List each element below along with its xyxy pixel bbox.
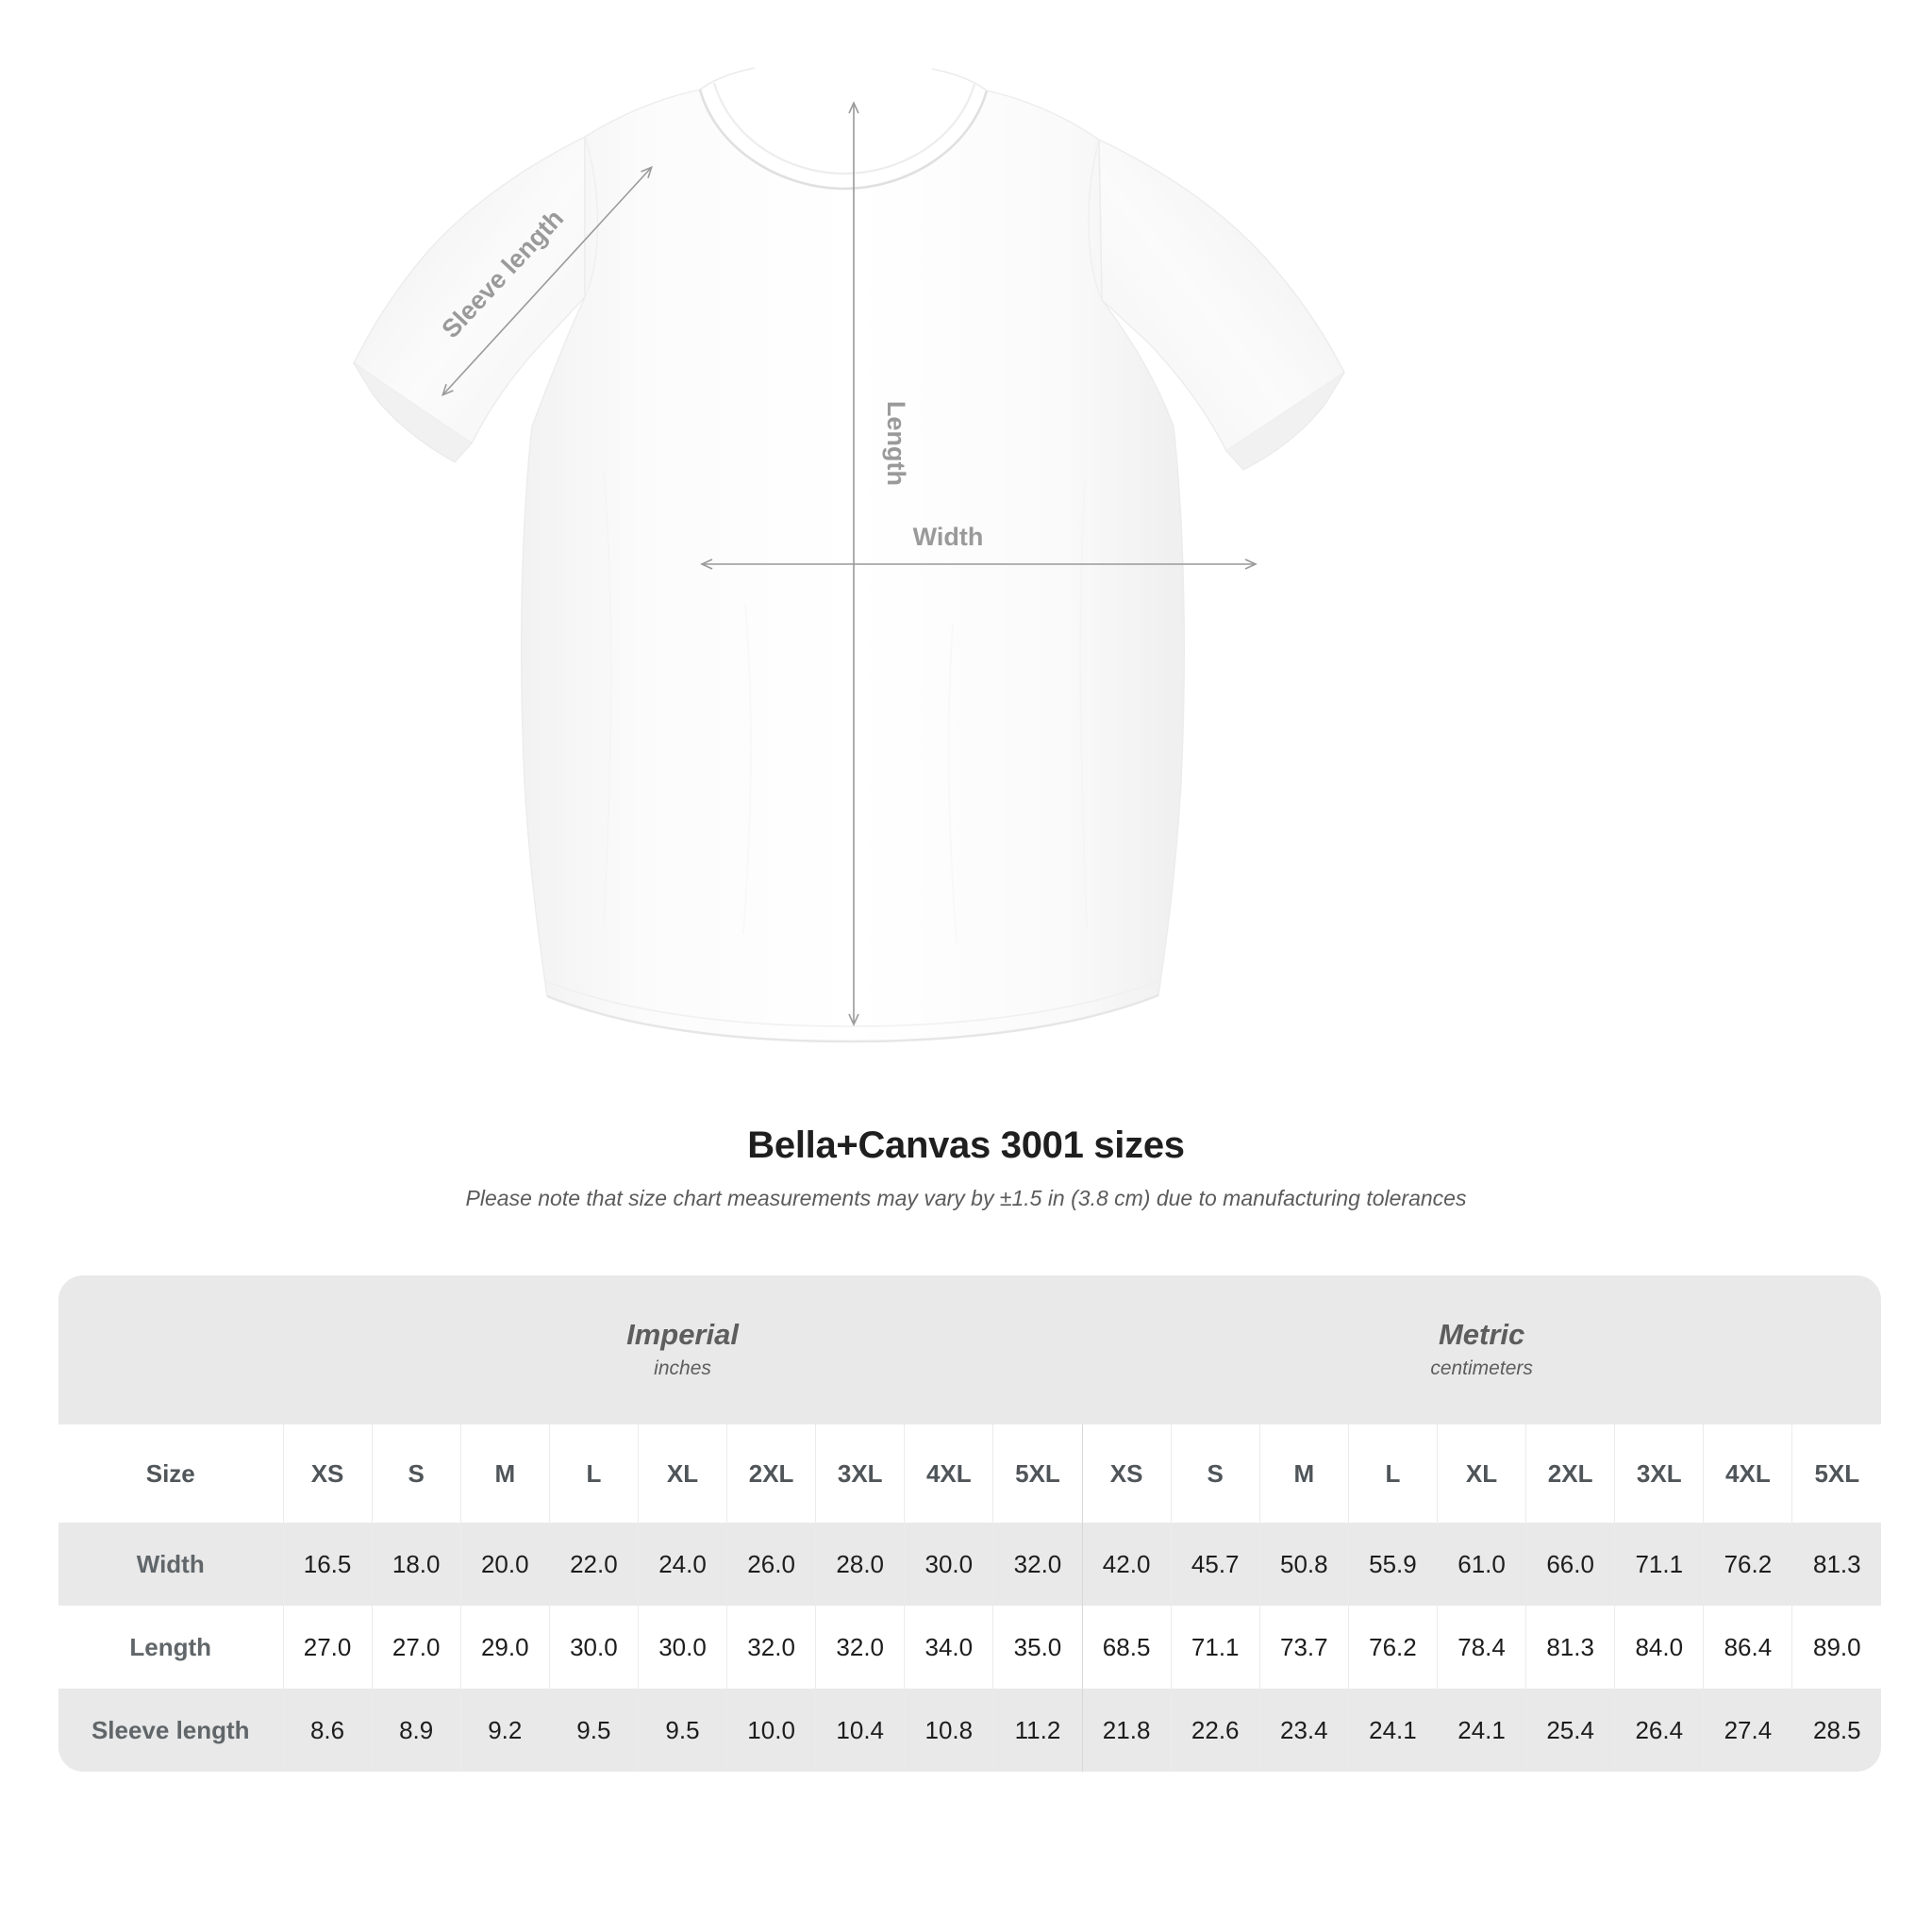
unit-subtitle: inches (654, 1357, 711, 1379)
size-header-metric-5xl: 5XL (1791, 1424, 1882, 1523)
cell-sleeve-length-imperial-2xl: 10.0 (726, 1689, 816, 1772)
size-chart-table: Imperial inches Metric centimeters Size XS S M L… (58, 1275, 1882, 1772)
cell-sleeve-length-metric-s: 22.6 (1170, 1689, 1260, 1772)
cell-length-imperial-5xl: 35.0 (992, 1606, 1083, 1689)
size-header-imperial-4xl: 4XL (904, 1424, 993, 1523)
cell-width-imperial-xs: 16.5 (282, 1523, 373, 1606)
cell-length-imperial-s: 27.0 (371, 1606, 461, 1689)
row-label-length: Length (58, 1606, 283, 1689)
table-row: Width 16.5 18.0 20.0 22.0 24.0 26.0 28.0 30.0 32.… (58, 1523, 1882, 1606)
cell-sleeve-length-metric-3xl: 26.4 (1614, 1689, 1704, 1772)
cell-length-metric-xs: 68.5 (1081, 1606, 1172, 1689)
cell-width-imperial-s: 18.0 (371, 1523, 461, 1606)
row-header-size-label: Size (58, 1424, 283, 1523)
cell-length-imperial-xs: 27.0 (282, 1606, 373, 1689)
width-label: Width (913, 523, 984, 551)
cell-width-metric-xl: 61.0 (1436, 1523, 1526, 1606)
row-label-width: Width (58, 1523, 283, 1606)
tshirt-illustration: Length Width Sleeve length (353, 67, 1345, 1043)
tolerance-note: Please note that size chart measurements… (465, 1186, 1467, 1210)
cell-sleeve-length-imperial-xl: 9.5 (637, 1689, 727, 1772)
cell-sleeve-length-metric-xs: 21.8 (1081, 1689, 1172, 1772)
cell-sleeve-length-imperial-4xl: 10.8 (904, 1689, 993, 1772)
unit-header-imperial: Imperial inches (283, 1275, 1083, 1424)
size-header-metric-s: S (1170, 1424, 1260, 1523)
size-header-metric-l: L (1347, 1424, 1438, 1523)
length-label: Length (882, 401, 910, 486)
size-header-metric-xs: XS (1081, 1424, 1172, 1523)
size-header-metric-4xl: 4XL (1703, 1424, 1792, 1523)
size-header-imperial-5xl: 5XL (992, 1424, 1083, 1523)
size-header-imperial-xs: XS (282, 1424, 373, 1523)
cell-width-imperial-4xl: 30.0 (904, 1523, 993, 1606)
cell-length-metric-xl: 78.4 (1436, 1606, 1526, 1689)
cell-length-metric-5xl: 89.0 (1791, 1606, 1882, 1689)
size-header-metric-3xl: 3XL (1614, 1424, 1704, 1523)
unit-banner-spacer (58, 1275, 283, 1424)
size-table-container: Imperial inches Metric centimeters Size XS S M L… (58, 1275, 1882, 1772)
cell-width-imperial-3xl: 28.0 (815, 1523, 905, 1606)
chart-heading-block: Bella+Canvas 3001 sizes Please note that… (0, 1123, 1932, 1213)
cell-sleeve-length-imperial-s: 8.9 (371, 1689, 461, 1772)
unit-name: Metric (1438, 1317, 1525, 1351)
table-row: Length 27.0 27.0 29.0 30.0 30.0 32.0 32.0 34.0 35… (58, 1606, 1882, 1689)
cell-width-metric-3xl: 71.1 (1614, 1523, 1704, 1606)
cell-sleeve-length-imperial-xs: 8.6 (282, 1689, 373, 1772)
size-header-imperial-l: L (548, 1424, 639, 1523)
cell-length-imperial-4xl: 34.0 (904, 1606, 993, 1689)
size-header-metric-2xl: 2XL (1525, 1424, 1615, 1523)
cell-sleeve-length-imperial-5xl: 11.2 (992, 1689, 1083, 1772)
cell-sleeve-length-imperial-l: 9.5 (548, 1689, 639, 1772)
size-header-imperial-3xl: 3XL (815, 1424, 905, 1523)
cell-width-metric-2xl: 66.0 (1525, 1523, 1615, 1606)
size-header-imperial-2xl: 2XL (726, 1424, 816, 1523)
cell-length-imperial-3xl: 32.0 (815, 1606, 905, 1689)
table-row: Sleeve length 8.6 8.9 9.2 9.5 9.5 10.0 10.4 10.8… (58, 1689, 1882, 1772)
cell-length-imperial-l: 30.0 (548, 1606, 639, 1689)
unit-banner-row: Imperial inches Metric centimeters (58, 1275, 1882, 1424)
size-header-metric-xl: XL (1436, 1424, 1526, 1523)
cell-width-metric-m: 50.8 (1258, 1523, 1349, 1606)
cell-sleeve-length-imperial-3xl: 10.4 (815, 1689, 905, 1772)
cell-width-imperial-5xl: 32.0 (992, 1523, 1083, 1606)
cell-length-metric-4xl: 86.4 (1703, 1606, 1792, 1689)
size-header-imperial-xl: XL (637, 1424, 727, 1523)
cell-sleeve-length-metric-5xl: 28.5 (1791, 1689, 1882, 1772)
cell-sleeve-length-metric-2xl: 25.4 (1525, 1689, 1615, 1772)
cell-length-imperial-xl: 30.0 (637, 1606, 727, 1689)
cell-width-imperial-m: 20.0 (459, 1523, 550, 1606)
shirt-body (353, 67, 1345, 1043)
width-dimension: Width (700, 523, 1257, 570)
tshirt-diagram: Length Width Sleeve length (353, 67, 1345, 1043)
size-header-row: Size XS S M L XL 2XL 3XL 4XL 5XL XS S M L XL 2XL 3XL 4XL 5… (58, 1424, 1882, 1523)
cell-sleeve-length-metric-l: 24.1 (1347, 1689, 1438, 1772)
cell-sleeve-length-metric-m: 23.4 (1258, 1689, 1349, 1772)
cell-width-metric-4xl: 76.2 (1703, 1523, 1792, 1606)
cell-length-imperial-m: 29.0 (459, 1606, 550, 1689)
cell-width-metric-xs: 42.0 (1081, 1523, 1172, 1606)
size-header-metric-m: M (1258, 1424, 1349, 1523)
size-header-imperial-s: S (371, 1424, 461, 1523)
row-label-sleeve-length: Sleeve length (58, 1689, 283, 1772)
cell-length-metric-3xl: 84.0 (1614, 1606, 1704, 1689)
cell-width-metric-s: 45.7 (1170, 1523, 1260, 1606)
unit-name: Imperial (626, 1317, 739, 1351)
cell-width-metric-l: 55.9 (1347, 1523, 1438, 1606)
size-header-imperial-m: M (459, 1424, 550, 1523)
cell-width-metric-5xl: 81.3 (1791, 1523, 1882, 1606)
cell-length-metric-s: 71.1 (1170, 1606, 1260, 1689)
page-title: Bella+Canvas 3001 sizes (747, 1124, 1185, 1166)
cell-width-imperial-2xl: 26.0 (726, 1523, 816, 1606)
cell-sleeve-length-metric-4xl: 27.4 (1703, 1689, 1792, 1772)
unit-header-metric: Metric centimeters (1082, 1275, 1882, 1424)
cell-length-metric-m: 73.7 (1258, 1606, 1349, 1689)
cell-length-metric-2xl: 81.3 (1525, 1606, 1615, 1689)
cell-length-imperial-2xl: 32.0 (726, 1606, 816, 1689)
cell-sleeve-length-metric-xl: 24.1 (1436, 1689, 1526, 1772)
cell-length-metric-l: 76.2 (1347, 1606, 1438, 1689)
cell-width-imperial-l: 22.0 (548, 1523, 639, 1606)
unit-subtitle: centimeters (1430, 1357, 1533, 1379)
cell-width-imperial-xl: 24.0 (637, 1523, 727, 1606)
cell-sleeve-length-imperial-m: 9.2 (459, 1689, 550, 1772)
